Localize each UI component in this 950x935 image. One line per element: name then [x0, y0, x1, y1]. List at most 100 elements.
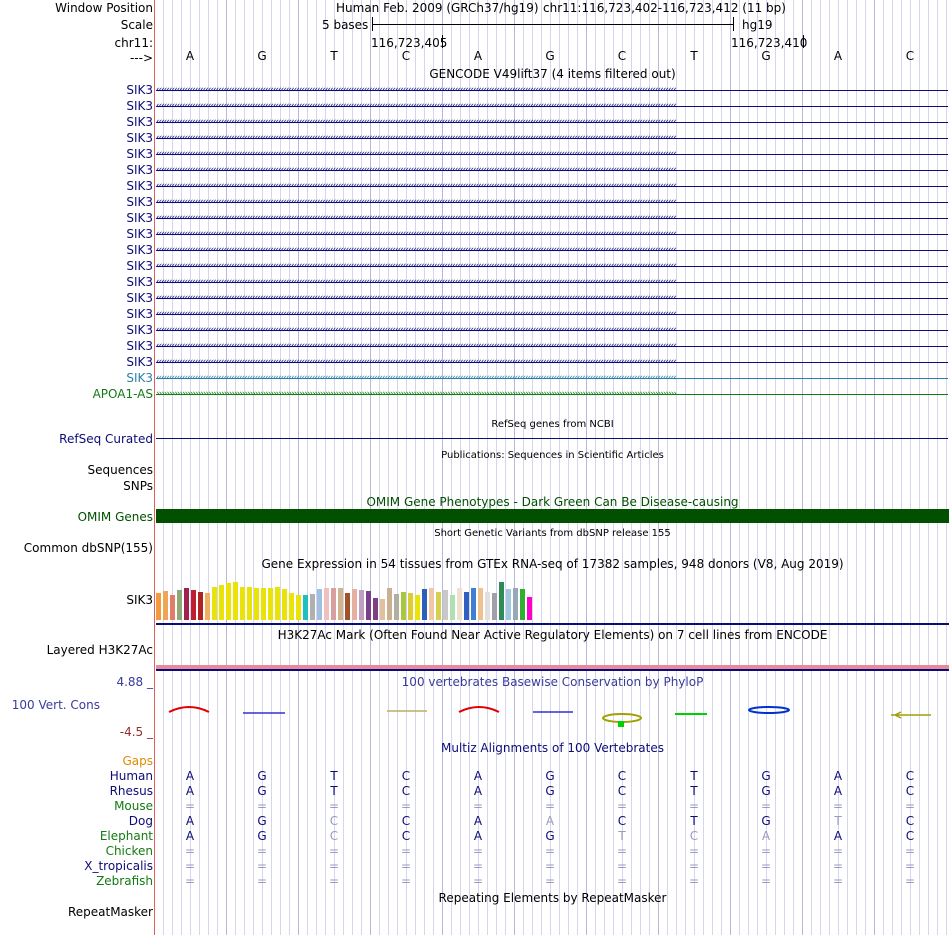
species-label-zebrafish[interactable]: Zebrafish: [96, 874, 153, 888]
gtex-tissue-bar[interactable]: [317, 589, 322, 620]
gencode-gene-line[interactable]: [156, 170, 948, 171]
omim-label[interactable]: OMIM Genes: [77, 510, 153, 524]
gtex-tissue-bar[interactable]: [233, 582, 238, 620]
phylop-graph[interactable]: [155, 690, 950, 730]
gencode-gene-label[interactable]: SIK3: [126, 195, 153, 209]
gtex-tissue-bar[interactable]: [331, 588, 336, 620]
gencode-gene-line[interactable]: [156, 330, 948, 331]
gencode-gene-label[interactable]: SIK3: [126, 99, 153, 113]
gencode-gene-line[interactable]: [156, 106, 948, 107]
gtex-tissue-bar[interactable]: [212, 587, 217, 620]
gencode-gene-label[interactable]: SIK3: [126, 131, 153, 145]
gtex-tissue-bar[interactable]: [177, 590, 182, 620]
gtex-tissue-bar[interactable]: [436, 592, 441, 620]
gencode-gene-line[interactable]: [156, 234, 948, 235]
apoa1-as-line[interactable]: [156, 394, 948, 395]
gtex-tissue-bar[interactable]: [464, 592, 469, 620]
gencode-gene-line[interactable]: [156, 186, 948, 187]
gencode-gene-label[interactable]: SIK3: [126, 211, 153, 225]
gtex-tissue-bar[interactable]: [457, 588, 462, 620]
species-label-human[interactable]: Human: [109, 769, 153, 783]
gtex-tissue-bar[interactable]: [310, 594, 315, 620]
gencode-gene-line[interactable]: [156, 266, 948, 267]
dbsnp-label[interactable]: Common dbSNP(155): [23, 541, 153, 555]
gtex-tissue-bar[interactable]: [394, 594, 399, 620]
gtex-tissue-bar[interactable]: [198, 592, 203, 620]
gtex-tissue-bar[interactable]: [513, 588, 518, 620]
gtex-tissue-bar[interactable]: [219, 585, 224, 620]
omim-gene-bar[interactable]: [156, 509, 949, 523]
gencode-gene-label[interactable]: SIK3: [126, 291, 153, 305]
refseq-gene-line[interactable]: [156, 438, 948, 439]
gencode-gene-label[interactable]: SIK3: [126, 371, 153, 385]
species-label-mouse[interactable]: Mouse: [114, 799, 153, 813]
gtex-tissue-bar[interactable]: [520, 589, 525, 620]
gencode-gene-line[interactable]: [156, 378, 948, 379]
gtex-tissue-bar[interactable]: [324, 588, 329, 620]
gtex-label[interactable]: SIK3: [126, 593, 153, 607]
gencode-gene-label[interactable]: SIK3: [126, 163, 153, 177]
window-position-label[interactable]: Window Position: [55, 1, 153, 15]
gtex-tissue-bar[interactable]: [254, 588, 259, 620]
gtex-tissue-bar[interactable]: [268, 588, 273, 620]
gtex-tissue-bar[interactable]: [184, 588, 189, 620]
refseq-label[interactable]: RefSeq Curated: [59, 432, 153, 446]
gencode-gene-line[interactable]: [156, 314, 948, 315]
gencode-gene-label[interactable]: SIK3: [126, 83, 153, 97]
gtex-tissue-bar[interactable]: [345, 593, 350, 620]
gtex-tissue-bar[interactable]: [303, 595, 308, 620]
species-label-dog[interactable]: Dog: [128, 814, 153, 828]
gtex-tissue-bar[interactable]: [163, 591, 168, 620]
phylop-label[interactable]: 100 Vert. Cons: [11, 698, 100, 712]
gtex-tissue-bar[interactable]: [170, 595, 175, 620]
gtex-tissue-bar[interactable]: [471, 588, 476, 620]
gencode-gene-line[interactable]: [156, 298, 948, 299]
gencode-gene-label[interactable]: SIK3: [126, 339, 153, 353]
gtex-tissue-bar[interactable]: [401, 592, 406, 620]
species-label-rhesus[interactable]: Rhesus: [109, 784, 153, 798]
gtex-tissue-bar[interactable]: [289, 593, 294, 620]
gencode-gene-line[interactable]: [156, 90, 948, 91]
gencode-gene-line[interactable]: [156, 346, 948, 347]
chrom-label[interactable]: chr11:: [114, 36, 153, 50]
gtex-tissue-bar[interactable]: [191, 590, 196, 620]
species-label-x-tropicalis[interactable]: X_tropicalis: [84, 859, 153, 873]
gtex-tissue-bar[interactable]: [366, 591, 371, 620]
snps-label[interactable]: SNPs: [123, 479, 153, 493]
species-label-elephant[interactable]: Elephant: [99, 829, 153, 843]
gtex-tissue-bar[interactable]: [240, 587, 245, 620]
gtex-tissue-bar[interactable]: [275, 587, 280, 620]
gtex-tissue-bar[interactable]: [387, 588, 392, 620]
gtex-tissue-bar[interactable]: [485, 592, 490, 620]
h3k27ac-label[interactable]: Layered H3K27Ac: [46, 643, 153, 657]
gtex-tissue-bar[interactable]: [422, 589, 427, 620]
gencode-gene-label[interactable]: SIK3: [126, 115, 153, 129]
gencode-gene-label[interactable]: SIK3: [126, 227, 153, 241]
scale-label[interactable]: Scale: [120, 18, 153, 32]
gencode-gene-line[interactable]: [156, 362, 948, 363]
gtex-tissue-bar[interactable]: [415, 595, 420, 620]
repeatmasker-label[interactable]: RepeatMasker: [67, 905, 153, 919]
gencode-gene-label[interactable]: SIK3: [126, 259, 153, 273]
gencode-gene-label[interactable]: SIK3: [126, 147, 153, 161]
gtex-tissue-bar[interactable]: [261, 588, 266, 620]
gtex-tissue-bar[interactable]: [380, 599, 385, 620]
gencode-gene-line[interactable]: [156, 282, 948, 283]
gtex-tissue-bar[interactable]: [450, 595, 455, 620]
gtex-tissue-bar[interactable]: [506, 589, 511, 620]
gtex-bar-chart[interactable]: [156, 571, 556, 620]
gtex-tissue-bar[interactable]: [226, 583, 231, 620]
species-label-chicken[interactable]: Chicken: [105, 844, 153, 858]
gencode-gene-label[interactable]: SIK3: [126, 179, 153, 193]
sequences-label[interactable]: Sequences: [87, 463, 153, 477]
gencode-gene-line[interactable]: [156, 218, 948, 219]
gencode-gene-line[interactable]: [156, 122, 948, 123]
gtex-tissue-bar[interactable]: [296, 595, 301, 620]
gtex-tissue-bar[interactable]: [478, 588, 483, 620]
gencode-gene-label[interactable]: SIK3: [126, 275, 153, 289]
gencode-gene-label[interactable]: SIK3: [126, 243, 153, 257]
gencode-gene-line[interactable]: [156, 154, 948, 155]
gencode-gene-label[interactable]: SIK3: [126, 323, 153, 337]
gtex-tissue-bar[interactable]: [429, 588, 434, 620]
gencode-gene-line[interactable]: [156, 138, 948, 139]
